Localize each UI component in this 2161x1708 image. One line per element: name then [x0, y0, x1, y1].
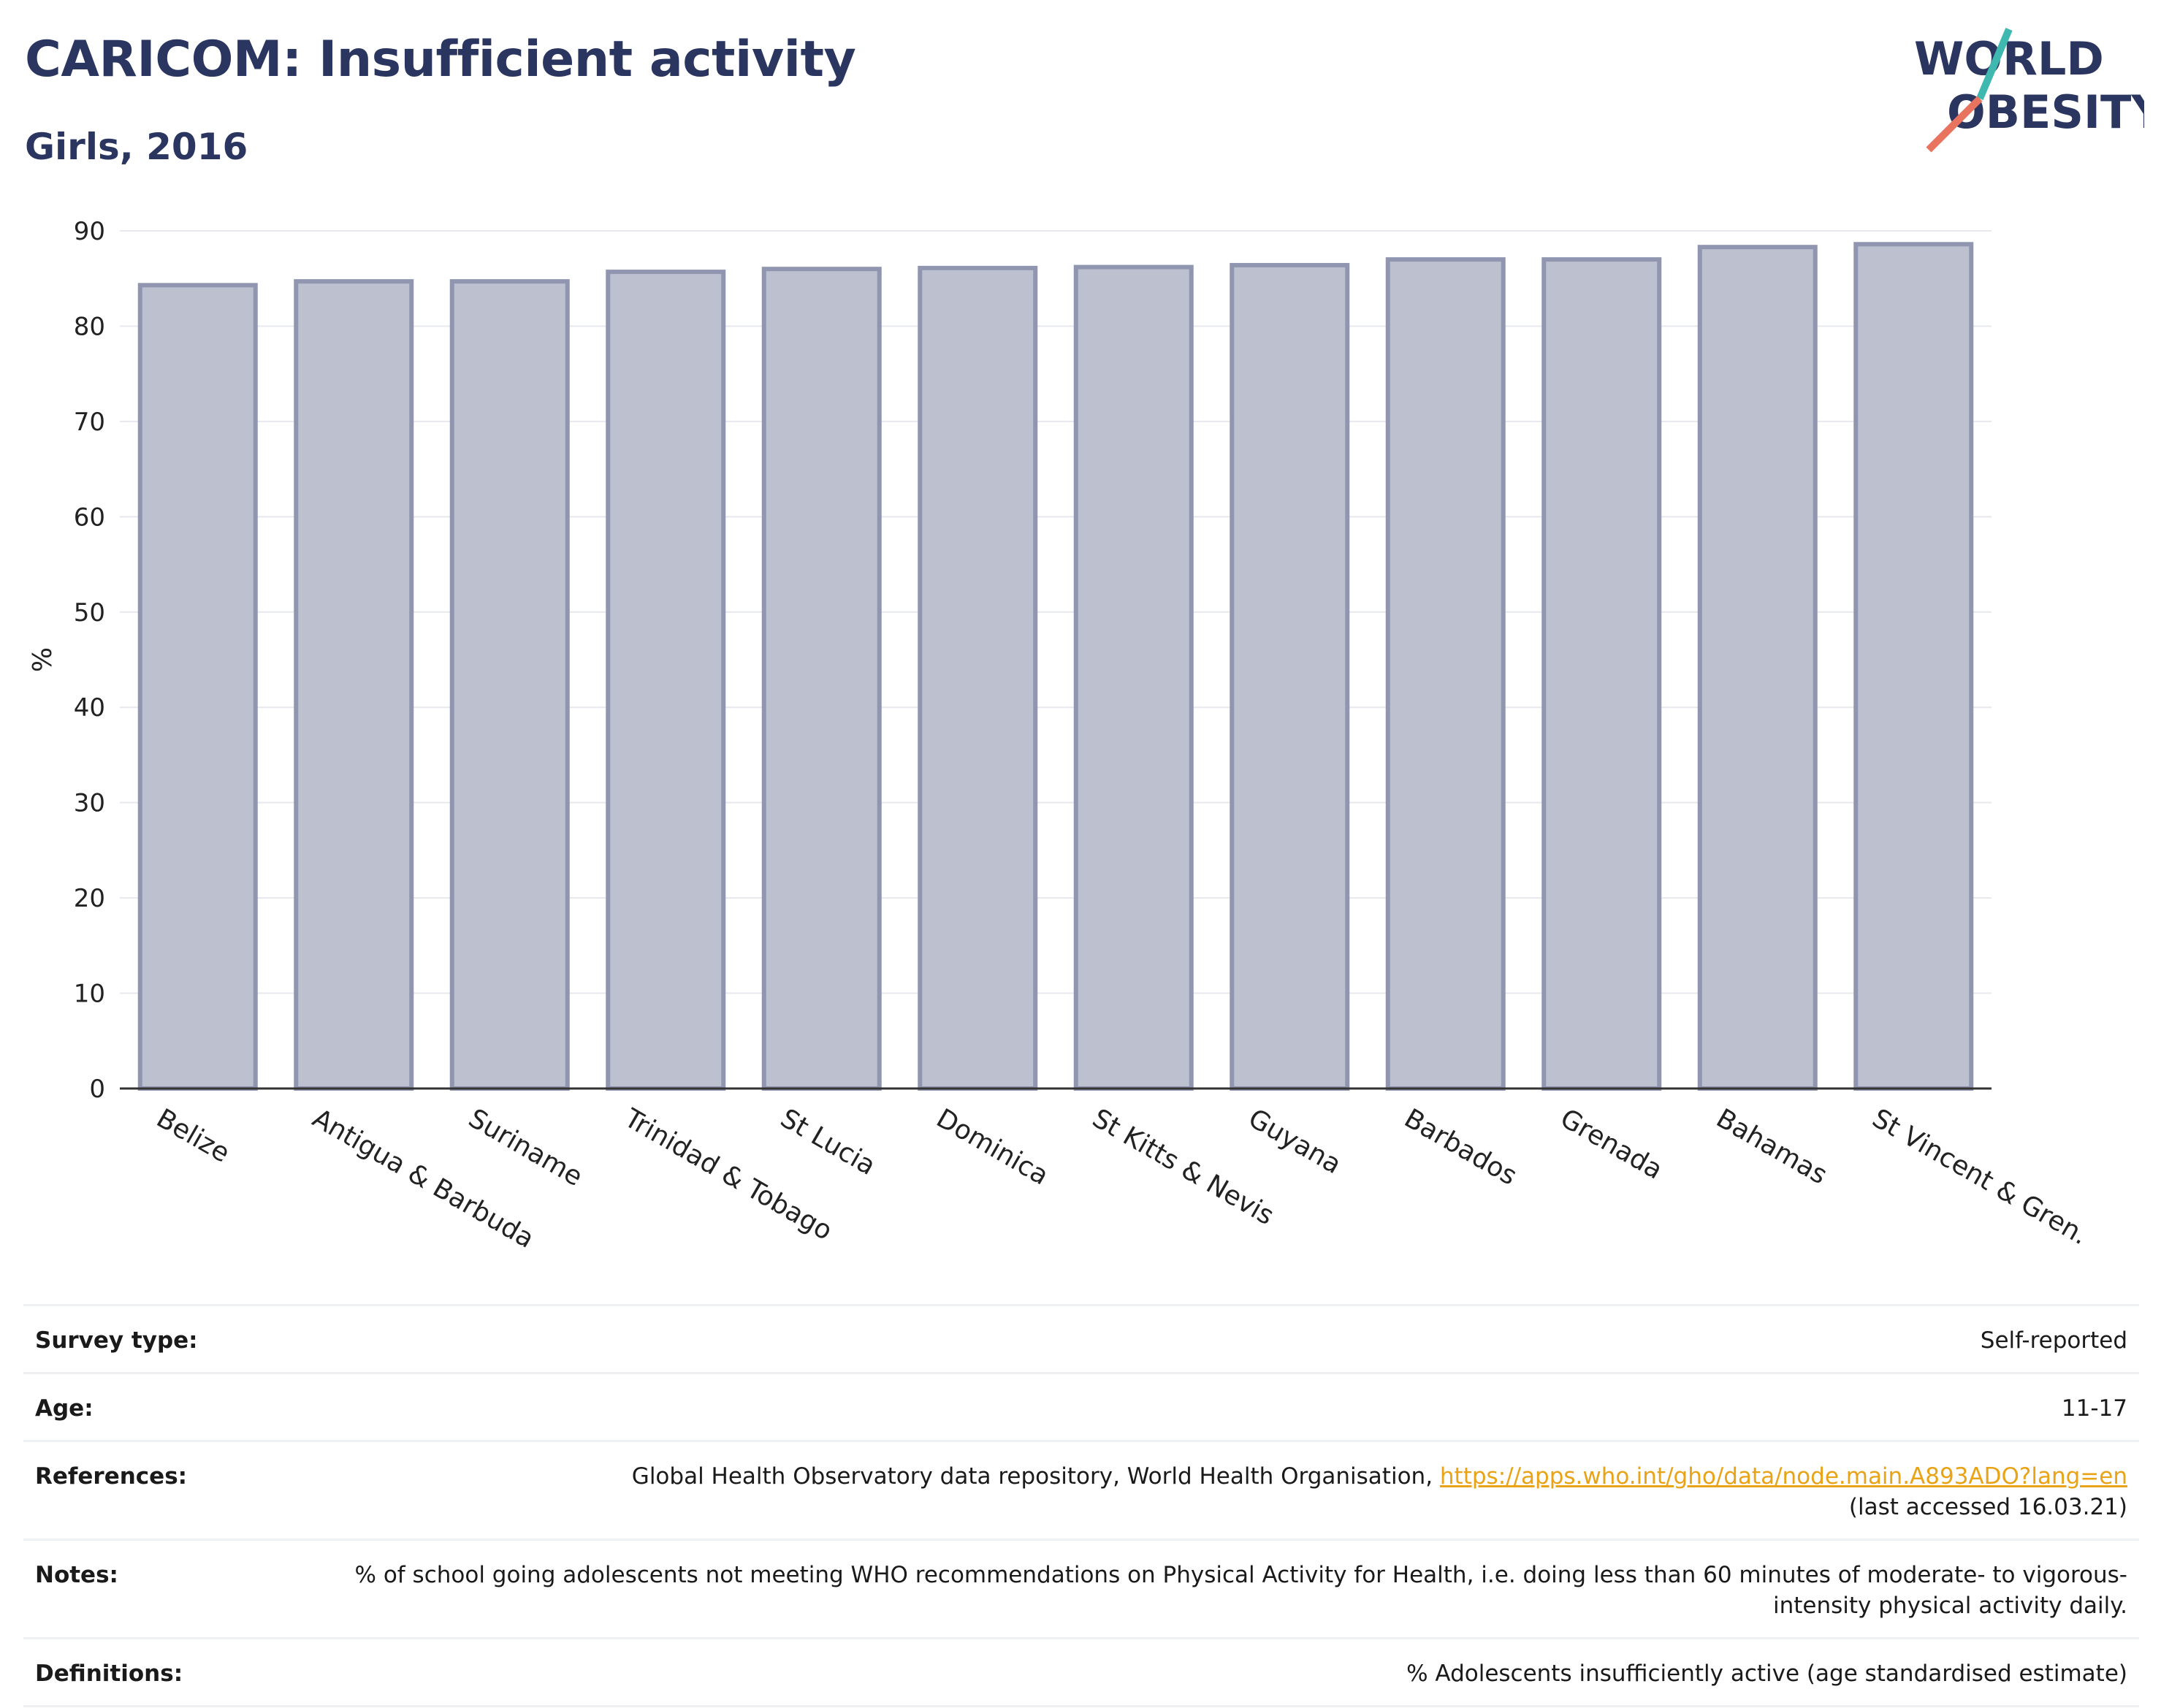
y-axis-ticks: 0 10 20 30 40 50 60 70 80 90	[74, 217, 105, 1104]
y-tick-label: 40	[74, 693, 105, 723]
y-tick-label: 90	[74, 217, 105, 246]
reference-source: Global Health Observatory data repositor…	[631, 1463, 1440, 1490]
bar[interactable]	[137, 283, 258, 1091]
svg-text:OBESITY: OBESITY	[1947, 85, 2144, 139]
world-obesity-logo: WORLD OBESITY	[1910, 22, 2161, 153]
reference-link[interactable]: https://apps.who.int/gho/data/node.main.…	[1439, 1463, 2127, 1490]
bar[interactable]	[1541, 257, 1662, 1091]
bar[interactable]	[1230, 262, 1350, 1091]
x-tick-label: Suriname	[463, 1103, 587, 1192]
x-tick-label: Bahamas	[1711, 1103, 1832, 1190]
y-tick-label: 30	[74, 789, 105, 818]
meta-value: Global Health Observatory data repositor…	[632, 1461, 2127, 1522]
chart-title: CARICOM: Insufficient activity	[25, 31, 856, 88]
bar[interactable]	[918, 265, 1038, 1091]
meta-row-age: Age: 11-17	[23, 1374, 2139, 1442]
meta-row-references: References: Global Health Observatory da…	[23, 1442, 2139, 1541]
y-tick-label: 20	[74, 884, 105, 913]
x-tick-label: Dominica	[931, 1103, 1053, 1191]
meta-label: References:	[35, 1463, 188, 1490]
reference-accessed: (last accessed 16.03.21)	[1848, 1494, 2127, 1520]
meta-label: Notes:	[35, 1562, 118, 1588]
y-tick-label: 70	[74, 408, 105, 437]
metadata-table: Survey type: Self-reported Age: 11-17 Re…	[23, 1304, 2139, 1707]
bar[interactable]	[1073, 264, 1194, 1091]
bar[interactable]	[1697, 245, 1818, 1091]
bars	[137, 242, 1974, 1091]
meta-label: Survey type:	[35, 1327, 198, 1354]
meta-label: Age:	[35, 1395, 94, 1422]
meta-row-definitions: Definitions: % Adolescents insufficientl…	[23, 1639, 2139, 1707]
y-tick-label: 10	[74, 980, 105, 1009]
bar[interactable]	[1385, 257, 1506, 1091]
x-tick-label: Guyana	[1243, 1103, 1346, 1180]
x-tick-label: St Vincent & Gren.	[1867, 1103, 2093, 1251]
meta-value: % of school going adolescents not meetin…	[354, 1562, 2127, 1619]
y-axis-label: %	[28, 647, 58, 672]
x-tick-label: Barbados	[1399, 1103, 1522, 1192]
meta-label: Definitions:	[35, 1661, 183, 1687]
bar[interactable]	[606, 270, 726, 1091]
bar[interactable]	[449, 279, 570, 1091]
meta-value: % Adolescents insufficiently active (age…	[1406, 1661, 2127, 1687]
x-tick-label: Grenada	[1555, 1103, 1668, 1185]
meta-value: 11-17	[2061, 1395, 2127, 1422]
bar[interactable]	[1853, 242, 1974, 1091]
meta-row-notes: Notes: % of school going adolescents not…	[23, 1541, 2139, 1639]
bar-chart: 0 10 20 30 40 50 60 70 80 90 Belize Antigua & Barb…	[28, 217, 2093, 1254]
meta-row-survey-type: Survey type: Self-reported	[23, 1306, 2139, 1374]
y-tick-label: 80	[74, 312, 105, 341]
y-tick-label: 0	[89, 1075, 105, 1104]
y-tick-label: 50	[74, 598, 105, 628]
svg-text:WORLD: WORLD	[1914, 32, 2104, 85]
x-tick-label: Belize	[151, 1103, 235, 1168]
bar[interactable]	[294, 279, 414, 1091]
bar[interactable]	[761, 267, 882, 1091]
chart-subtitle: Girls, 2016	[25, 126, 248, 168]
meta-value: Self-reported	[1980, 1327, 2127, 1354]
x-tick-label: St Lucia	[775, 1103, 880, 1181]
y-tick-label: 60	[74, 503, 105, 532]
